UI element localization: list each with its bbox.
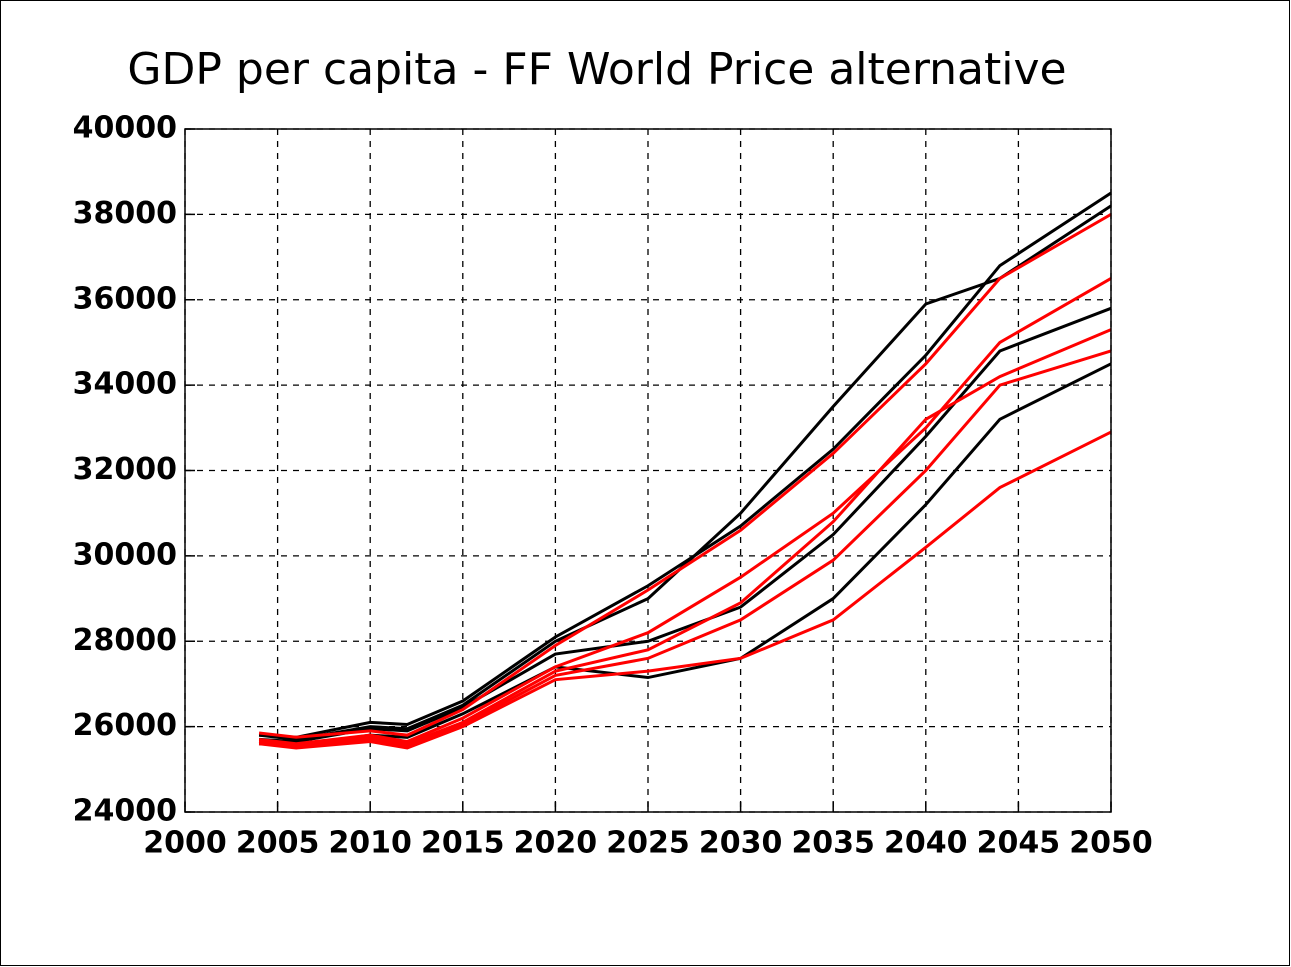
y-tick-label: 36000	[73, 281, 177, 316]
series-line	[258, 204, 1112, 741]
y-tick-label: 40000	[73, 111, 177, 146]
series-line	[258, 191, 1112, 739]
y-tick-label: 28000	[73, 623, 177, 658]
x-tick-label: 2050	[1069, 826, 1153, 861]
series-line	[258, 328, 1112, 748]
x-tick-label: 2005	[236, 826, 320, 861]
y-tick-label: 38000	[73, 196, 177, 231]
x-tick-label: 2025	[606, 826, 690, 861]
y-tick-label: 24000	[73, 794, 177, 829]
series-line	[258, 349, 1112, 748]
x-tick-label: 2035	[791, 826, 875, 861]
x-tick-label: 2030	[699, 826, 783, 861]
y-tick-label: 32000	[73, 452, 177, 487]
x-tick-label: 2040	[884, 826, 968, 861]
chart-title: GDP per capita - FF World Price alternat…	[127, 44, 1066, 95]
x-tick-label: 2045	[977, 826, 1061, 861]
plot-frame	[184, 128, 1112, 813]
series-line	[258, 213, 1112, 739]
series-line	[258, 430, 1112, 750]
x-tick-label: 2010	[328, 826, 412, 861]
y-tick-label: 34000	[73, 367, 177, 402]
x-tick-label: 2020	[514, 826, 598, 861]
y-tick-label: 30000	[73, 537, 177, 572]
x-tick-label: 2000	[143, 826, 227, 861]
x-tick-label: 2015	[421, 826, 505, 861]
y-tick-label: 26000	[73, 708, 177, 743]
